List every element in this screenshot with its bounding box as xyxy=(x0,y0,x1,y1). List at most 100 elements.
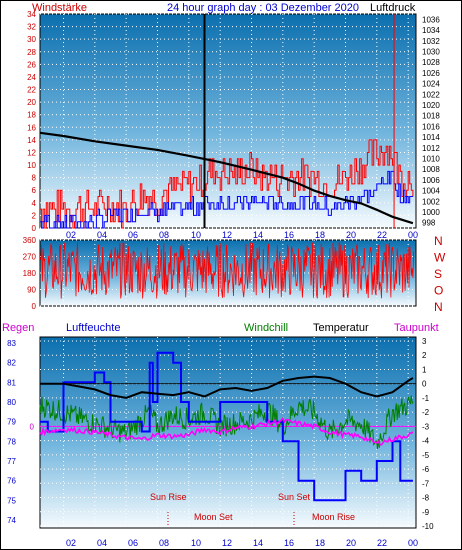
humidity-tick-label: 78 xyxy=(7,437,16,446)
legend-humidity: Luftfeuchte xyxy=(66,322,120,334)
wind-tick-label: 18 xyxy=(27,111,36,120)
pressure-tick-label: 1026 xyxy=(422,69,440,78)
x-tick-label: 10 xyxy=(191,230,201,240)
temperature-tick-label: -10 xyxy=(422,522,434,531)
humidity-tick-label: 79 xyxy=(7,418,16,427)
x-tick-label: 06 xyxy=(128,538,138,548)
temperature-tick-label: -4 xyxy=(422,437,430,446)
wind-tick-label: 2 xyxy=(32,211,37,220)
pressure-tick-label: 1024 xyxy=(422,80,440,89)
wind-series xyxy=(40,139,414,229)
humidity-tick-label: 77 xyxy=(7,457,16,466)
wind-tick-label: 34 xyxy=(27,10,36,19)
direction-tick-label: 0 xyxy=(32,302,37,311)
wind-tick-label: 22 xyxy=(27,86,36,95)
pressure-tick-label: 1004 xyxy=(422,187,440,196)
x-tick-label: 14 xyxy=(253,230,263,240)
wind-tick-label: 14 xyxy=(27,136,36,145)
direction-tick-label: 180 xyxy=(23,269,37,278)
direction-tick-label: 90 xyxy=(27,286,36,295)
x-tick-label: 20 xyxy=(346,538,356,548)
pressure-tick-label: 1010 xyxy=(422,154,440,163)
pressure-tick-label: 1002 xyxy=(422,197,440,206)
moon-set-label: Moon Set xyxy=(194,512,233,522)
humidity-tick-label: 83 xyxy=(7,339,16,348)
humidity-tick-label: 76 xyxy=(7,477,16,486)
rain-tick-label: 0 xyxy=(30,422,35,431)
compass-label: N xyxy=(434,234,443,248)
x-tick-label: 22 xyxy=(377,538,387,548)
temperature-tick-label: 3 xyxy=(422,337,427,346)
pressure-tick-label: 1022 xyxy=(422,90,440,99)
humidity-tick-label: 81 xyxy=(7,378,16,387)
compass-label: W xyxy=(434,251,446,265)
wind-tick-label: 0 xyxy=(32,224,37,233)
x-tick-label: 02 xyxy=(66,538,76,548)
pressure-title: Luftdruck xyxy=(370,2,416,14)
chart-series xyxy=(39,14,416,502)
direction-series xyxy=(39,242,415,299)
sun-rise-label: Sun Rise xyxy=(150,492,187,502)
legend-dewpoint: Taupunkt xyxy=(394,322,439,334)
pressure-tick-label: 998 xyxy=(422,219,436,228)
pressure-tick-label: 1008 xyxy=(422,165,440,174)
pressure-tick-label: 1014 xyxy=(422,133,440,142)
wind-tick-label: 20 xyxy=(27,98,36,107)
pressure-tick-label: 1006 xyxy=(422,176,440,185)
pressure-tick-label: 1020 xyxy=(422,101,440,110)
direction-tick-label: 360 xyxy=(23,236,37,245)
temperature-tick-label: -6 xyxy=(422,465,430,474)
x-tick-label: 20 xyxy=(346,230,356,240)
wind-tick-label: 24 xyxy=(27,73,36,82)
temperature-tick-label: -5 xyxy=(422,451,430,460)
pressure-series xyxy=(39,131,414,225)
temperature-tick-label: 2 xyxy=(422,351,427,360)
pressure-tick-label: 1018 xyxy=(422,112,440,121)
windchill-series xyxy=(39,395,414,450)
sun-set-label: Sun Set xyxy=(278,492,311,502)
x-tick-label: 18 xyxy=(315,230,325,240)
temperature-tick-label: -2 xyxy=(422,408,430,417)
x-tick-label: 10 xyxy=(191,538,201,548)
wind-title: Windstärke xyxy=(32,2,87,14)
x-tick-label: 22 xyxy=(377,230,387,240)
x-tick-label: 08 xyxy=(159,230,169,240)
x-tick-label: 18 xyxy=(315,538,325,548)
x-tick-label: 16 xyxy=(284,538,294,548)
pressure-tick-label: 1012 xyxy=(422,144,440,153)
legend-rain: Regen xyxy=(2,322,34,334)
pressure-tick-label: 1016 xyxy=(422,122,440,131)
x-tick-label: 12 xyxy=(222,230,232,240)
pressure-tick-label: 1032 xyxy=(422,37,440,46)
panel1-axis-ticks: 3432302826242220181614121086420103610341… xyxy=(27,10,440,233)
panel-wind-bg xyxy=(39,13,417,229)
wind-tick-label: 12 xyxy=(27,148,36,157)
compass-label: S xyxy=(434,267,442,281)
panel3-axis-ticks: 83 82 81 80 79 78 77 76 75 74 3 2 1 0 -1 -2 -3 -4 -5 -6 -7 -8… xyxy=(7,337,434,531)
humidity-tick-label: 74 xyxy=(7,516,16,525)
compass-label: O xyxy=(434,284,443,298)
humidity-tick-label: 75 xyxy=(7,496,16,505)
temperature-tick-label: -8 xyxy=(422,494,430,503)
legend-windchill: Windchill xyxy=(244,322,288,334)
panel-climate-bg xyxy=(39,336,417,529)
x-tick-label: 02 xyxy=(66,230,76,240)
x-tick-label: 04 xyxy=(97,538,107,548)
x-tick-label: 00 xyxy=(408,538,418,548)
temperature-tick-label: -9 xyxy=(422,508,430,517)
humidity-tick-label: 80 xyxy=(7,398,16,407)
wind-tick-label: 6 xyxy=(32,186,37,195)
temperature-tick-label: 1 xyxy=(422,365,427,374)
graph-title: 24 hour graph day : 03 Dezember 2020 xyxy=(167,2,359,14)
x-tick-label: 16 xyxy=(284,230,294,240)
wind-tick-label: 32 xyxy=(27,23,36,32)
wind-tick-label: 4 xyxy=(32,199,37,208)
temperature-tick-label: -3 xyxy=(422,422,430,431)
x-tick-label: 06 xyxy=(128,230,138,240)
x-tick-label: 08 xyxy=(159,538,169,548)
pressure-tick-label: 1028 xyxy=(422,58,440,67)
humidity-tick-label: 82 xyxy=(7,359,16,368)
x-axis-labels-1: 02 04 06 08 10 12 14 16 18 20 22 00 xyxy=(66,230,418,240)
wind-tick-label: 28 xyxy=(27,48,36,57)
